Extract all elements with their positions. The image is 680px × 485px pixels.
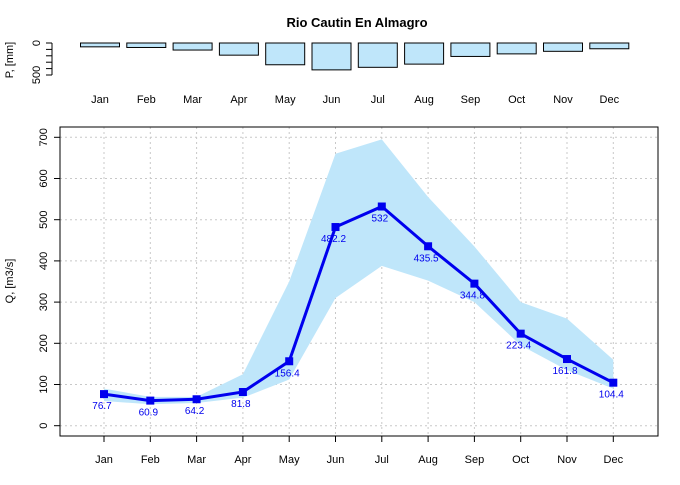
flow-data-label: 344.8 — [460, 291, 485, 302]
precip-bar — [172, 42, 213, 51]
chart-title: Rio Cautin En Almagro — [286, 15, 427, 30]
flow-x-tick-label: Aug — [418, 454, 438, 466]
flow-y-tick-label: 200 — [38, 334, 50, 352]
flow-x-tick-label: May — [279, 454, 300, 466]
precip-x-tick-label: Jun — [323, 94, 341, 106]
flow-plot-frame — [59, 126, 659, 437]
flow-x-tick-label: Sep — [465, 454, 485, 466]
flow-point-marker — [377, 202, 386, 211]
flow-y-tick-label: 600 — [38, 169, 50, 187]
flow-point-marker — [146, 396, 155, 405]
precip-bar — [357, 42, 398, 68]
precip-x-tick-label: May — [275, 94, 296, 106]
flow-y-axis-label: Q, [m3/s] — [4, 259, 16, 304]
precip-bar — [311, 42, 352, 71]
flow-point-marker — [331, 223, 340, 232]
precip-bar — [80, 42, 120, 48]
flow-x-tick-label: Dec — [604, 454, 624, 466]
flow-y-tick-label: 100 — [38, 375, 50, 393]
flow-x-tick-label: Jan — [95, 454, 113, 466]
precip-bar — [126, 42, 167, 48]
range-band — [104, 139, 614, 405]
flow-data-label: 223.4 — [506, 341, 531, 352]
flow-point-marker — [285, 357, 294, 366]
precip-x-tick-label: Jul — [371, 94, 385, 106]
flow-x-tick-label: Mar — [187, 454, 206, 466]
flow-point-marker — [238, 387, 247, 396]
flow-point-marker — [470, 279, 479, 288]
precip-bar — [496, 42, 537, 55]
precip-x-tick-label: Feb — [137, 94, 156, 106]
flow-data-label: 64.2 — [185, 406, 205, 417]
flow-data-label: 532 — [371, 214, 388, 225]
flow-y-tick-label: 400 — [38, 252, 50, 270]
precip-bar — [265, 42, 306, 66]
precip-x-tick-label: Oct — [508, 94, 525, 106]
precip-bar — [404, 42, 445, 65]
flow-point-marker — [100, 390, 108, 399]
flow-data-label: 435.5 — [414, 253, 439, 264]
flow-point-marker — [424, 242, 433, 251]
precip-x-tick-label: Dec — [600, 94, 620, 106]
flow-x-tick-label: Jun — [327, 454, 345, 466]
flow-x-tick-label: Feb — [141, 454, 160, 466]
flow-x-tick-label: Nov — [557, 454, 577, 466]
precip-x-tick-label: Sep — [461, 94, 481, 106]
flow-y-tick-label: 700 — [38, 128, 50, 146]
flow-point-marker — [516, 329, 525, 338]
flow-data-label: 81.8 — [231, 399, 251, 410]
flow-x-tick-label: Jul — [375, 454, 389, 466]
flow-point-marker — [609, 378, 618, 387]
precip-y-axis-label: P, [mm] — [4, 42, 16, 78]
flow-y-tick-label: 0 — [38, 423, 50, 429]
precip-bar — [218, 42, 259, 56]
precip-x-tick-label: Aug — [414, 94, 434, 106]
precip-bar — [450, 42, 491, 57]
flow-y-tick-label: 500 — [38, 211, 50, 229]
flow-data-label: 482.2 — [321, 234, 346, 245]
precip-bar — [543, 42, 583, 52]
flow-x-tick-label: Oct — [512, 454, 529, 466]
flow-x-tick-label: Apr — [234, 454, 251, 466]
precip-x-tick-label: Jan — [91, 94, 109, 106]
flow-data-label: 156.4 — [275, 368, 300, 379]
flow-data-label: 104.4 — [599, 390, 624, 401]
flow-series-line — [103, 204, 614, 403]
precip-x-tick-label: Nov — [553, 94, 573, 106]
precip-y-tick-label: 0 — [31, 40, 43, 46]
flow-y-tick-label: 300 — [38, 293, 50, 311]
precip-x-tick-label: Apr — [230, 94, 247, 106]
precip-y-tick-label: 500 — [31, 66, 43, 84]
flow-data-label: 76.7 — [92, 401, 112, 412]
flow-data-label: 161.8 — [552, 366, 577, 377]
flow-data-label: 60.9 — [139, 408, 159, 419]
precip-x-tick-label: Mar — [183, 94, 202, 106]
precip-bar — [589, 42, 630, 50]
flow-point-marker — [192, 395, 201, 404]
flow-point-marker — [563, 355, 571, 364]
